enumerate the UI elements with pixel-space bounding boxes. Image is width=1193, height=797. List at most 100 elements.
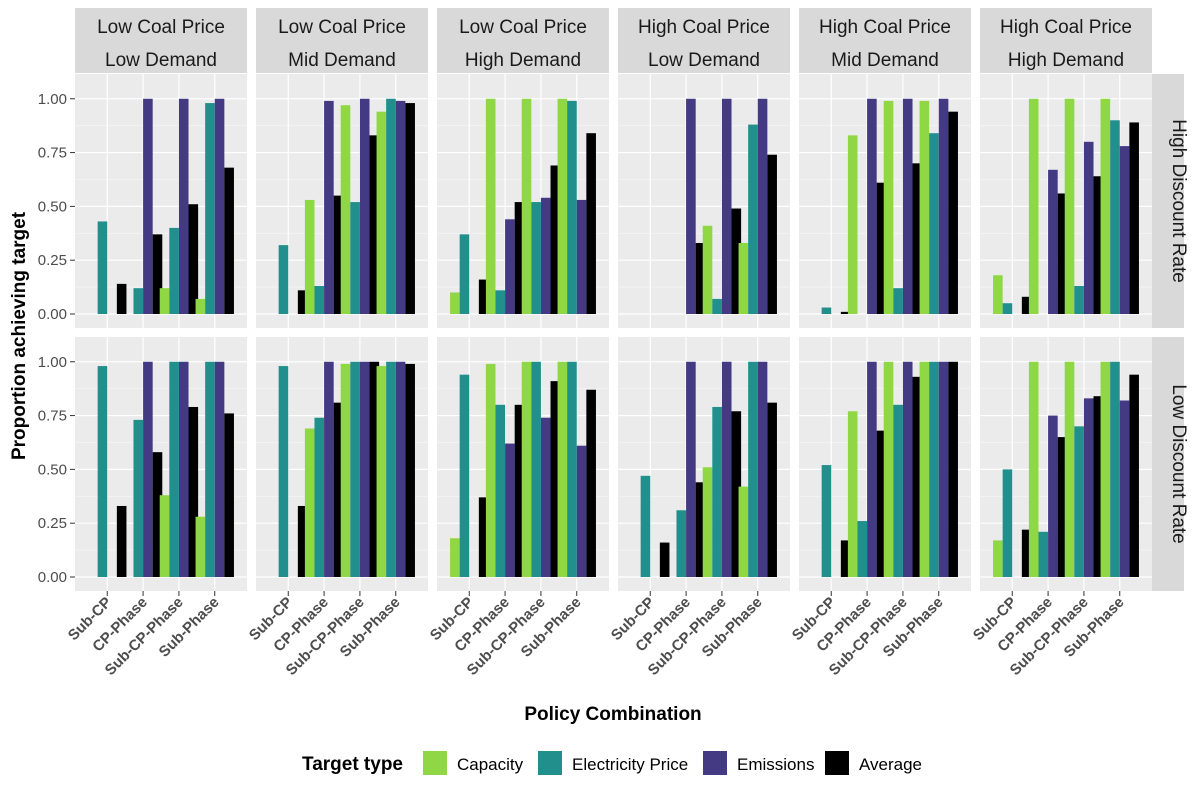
bar-capacity [376, 111, 387, 314]
bar-capacity [557, 98, 568, 314]
bar-electricity-price [278, 366, 289, 577]
bar-capacity [738, 242, 749, 314]
bar-average [297, 290, 308, 314]
bar-average [1129, 374, 1139, 577]
bar-capacity [847, 411, 858, 577]
bar-electricity-price [1002, 303, 1013, 314]
bar-emissions [395, 100, 406, 315]
bar-emissions [214, 98, 225, 314]
bar-emissions [686, 98, 696, 314]
column-strip-line2-1: Low Demand [105, 50, 217, 71]
bar-emissions [1048, 169, 1058, 314]
bar-emissions [359, 361, 370, 577]
bar-average [1057, 437, 1068, 577]
bar-average [116, 283, 127, 314]
bar-average [188, 406, 199, 577]
bar-average [550, 381, 561, 577]
bar-emissions [867, 98, 877, 314]
bar-electricity-price [495, 404, 506, 577]
bar-capacity [450, 292, 460, 314]
bar-average [695, 482, 706, 577]
bar-capacity [304, 428, 315, 577]
bar-capacity [883, 100, 894, 315]
bar-emissions [902, 98, 913, 314]
bar-electricity-price [893, 404, 903, 577]
bar-average [514, 404, 525, 577]
legend-label-average: Average [859, 755, 922, 774]
bar-average [188, 204, 199, 314]
bar-capacity [702, 467, 713, 577]
bar-emissions [576, 445, 587, 577]
bar-electricity-price [386, 361, 396, 577]
bar-capacity [340, 363, 351, 577]
bar-emissions [540, 197, 551, 314]
bar-capacity [1028, 361, 1039, 577]
bar-electricity-price [531, 202, 541, 314]
bar-average [405, 103, 415, 314]
bar-average [369, 135, 380, 314]
bar-capacity [195, 298, 206, 314]
bar-average [948, 111, 958, 314]
x-axis-title: Policy Combination [524, 704, 701, 725]
bar-capacity [883, 361, 894, 577]
bar-electricity-price [640, 475, 651, 577]
bar-average [405, 363, 415, 577]
bar-electricity-price [1074, 286, 1084, 314]
y-tick-label: 0.00 [38, 306, 67, 323]
bar-average [333, 195, 344, 314]
bar-capacity [993, 540, 1003, 577]
bar-emissions [938, 361, 949, 577]
bar-emissions [505, 219, 515, 314]
bar-emissions [178, 98, 189, 314]
legend-key-emissions [703, 751, 727, 775]
column-strip-line1-3: Low Coal Price [459, 17, 587, 38]
bar-electricity-price [893, 288, 903, 314]
bar-average [478, 497, 489, 577]
bar-electricity-price [459, 374, 470, 577]
bar-average [369, 361, 380, 577]
bar-electricity-price [133, 419, 144, 577]
row-strip-2 [1150, 337, 1184, 591]
column-strip-line2-2: Mid Demand [288, 50, 396, 71]
bar-electricity-price [567, 361, 577, 577]
bar-electricity-price [278, 245, 289, 314]
bar-electricity-price [712, 406, 722, 577]
row-strip-label-1: High Discount Rate [1168, 119, 1189, 283]
bar-emissions [757, 361, 768, 577]
bar-average [912, 163, 923, 314]
bar-average [767, 154, 777, 314]
bar-emissions [576, 199, 587, 314]
bar-emissions [902, 361, 913, 577]
legend-key-electricity-price [538, 751, 562, 775]
bar-average [1057, 193, 1068, 314]
column-strip-1 [75, 8, 247, 73]
bar-emissions [1119, 146, 1130, 314]
column-strip-5 [799, 8, 971, 73]
bar-emissions [143, 361, 153, 577]
bar-electricity-price [821, 307, 832, 314]
bar-electricity-price [1038, 531, 1049, 577]
bar-electricity-price [1110, 120, 1120, 315]
y-tick-label: 0.75 [38, 408, 67, 425]
bar-capacity [159, 288, 170, 314]
bar-average [1093, 176, 1104, 314]
bar-emissions [1119, 400, 1130, 577]
bar-average [297, 505, 308, 577]
row-strip-1 [1150, 74, 1184, 328]
bar-electricity-price [350, 361, 360, 577]
bar-average [840, 540, 851, 577]
bar-electricity-price [676, 510, 687, 577]
bar-capacity [485, 363, 496, 577]
bar-average [659, 542, 670, 577]
bar-average [586, 389, 596, 577]
column-strip-line1-2: Low Coal Price [278, 17, 406, 38]
bar-average [116, 505, 127, 577]
bar-electricity-price [314, 417, 325, 577]
bar-emissions [1083, 141, 1094, 314]
bar-average [1021, 529, 1032, 577]
bar-capacity [340, 105, 351, 314]
bar-emissions [505, 443, 515, 577]
bar-capacity [1100, 361, 1111, 577]
y-axis-title: Proportion achieving target [9, 211, 30, 460]
bar-electricity-price [97, 366, 108, 577]
